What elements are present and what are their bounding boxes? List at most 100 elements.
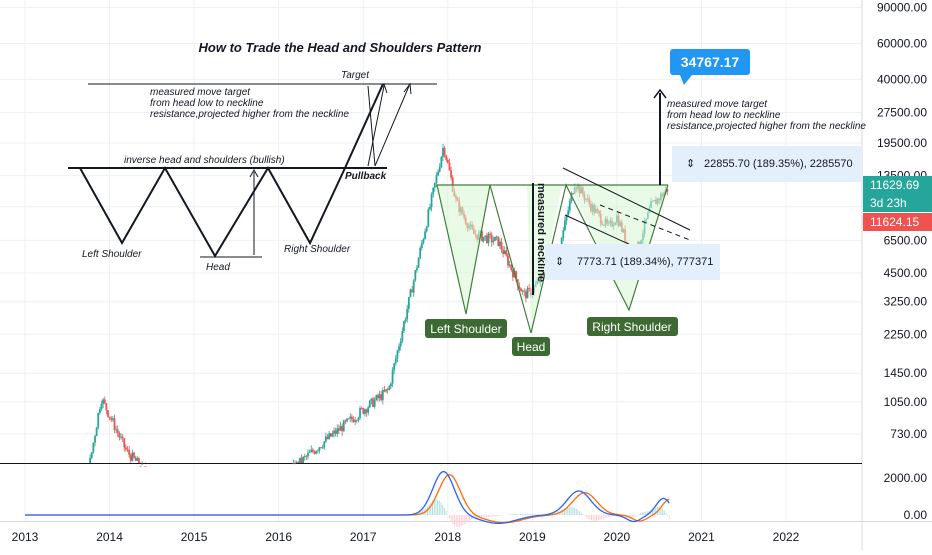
candle-body [528,288,531,289]
y-tick-label: 90000.00 [877,1,927,15]
candle-body [100,403,103,410]
candle-body [666,189,669,192]
candle-body [316,450,319,452]
candle-body [311,449,314,452]
left-shoulder-label: Left Shoulder [430,322,501,336]
candle-body [320,447,322,449]
candle-body [103,399,106,404]
candle-body [424,231,426,239]
candle-body [407,297,410,309]
y-tick-label: 3250.00 [884,295,928,309]
candle-body [310,449,313,453]
candle-body [126,449,129,451]
candle-body [307,452,309,457]
candle-body [328,433,331,439]
candle-body [107,410,109,417]
x-tick-label: 2016 [265,530,292,544]
target-note-line-3: resistance,projected higher from the nec… [667,121,866,132]
candle-body [102,399,105,404]
pattern-lines [436,183,669,334]
measure-lower-box [545,244,720,280]
candle-body [388,386,391,390]
x-tick-label: 2021 [688,530,715,544]
candle-body [303,456,306,457]
candle-body [134,457,137,461]
candle-body [510,264,513,271]
candle-body [498,241,501,246]
candle-body [333,430,335,434]
candle-body [497,236,500,246]
head-badge [512,337,550,356]
candle-body [403,321,405,331]
candle-body [337,428,340,431]
channel-top-line [562,167,691,231]
chart-title: How to Trade the Head and Shoulders Patt… [199,40,482,55]
candle-body [435,175,438,183]
candle-body [341,426,344,432]
candle-body [108,416,111,418]
candle-body [492,240,495,243]
x-tick-label: 2022 [773,530,800,544]
x-tick-label: 2018 [434,530,461,544]
right-shoulder-badge [587,317,678,336]
candle-body [346,418,348,422]
diagram-note-line-2: from head low to neckline [150,98,264,109]
candle-body [542,273,545,276]
candle-body [560,237,563,249]
measure-upper-icon: ⇕ [686,158,695,170]
target-arrow-head [653,88,667,99]
candle-body [381,390,384,401]
target-note: measured move target from head low to ne… [667,99,866,132]
candle-body [326,436,329,439]
x-tick-label: 2020 [604,530,631,544]
candle-body [440,156,443,167]
measure-upper-box [672,146,862,182]
candle-body [427,209,430,227]
candle-body [380,394,383,401]
candle-body [414,270,417,281]
pattern-fill [437,185,668,333]
candle-body [420,242,423,249]
candle-body [450,170,452,178]
candle-body [94,436,96,443]
y-tick-label: 6500.00 [884,233,928,247]
candle-body [433,182,436,188]
candle-body [318,447,321,451]
diagram-note-line-1: measured move target [150,87,251,98]
candle-body [404,319,407,322]
candle-body [305,456,308,457]
candle-body [378,394,381,399]
candle-body [89,458,92,463]
candle-body [336,428,339,434]
candle-body [503,250,506,255]
candle-body [141,463,144,465]
candle-body [129,454,132,461]
last-price-text: 11629.69 [870,178,919,192]
candle-body [351,416,353,420]
candle-body [438,166,441,172]
candle-body [298,457,301,463]
diagram-neckline-label: inverse head and shoulders (bullish) [124,155,285,166]
candle-body [365,409,368,413]
target-note-line-1: measured move target [667,99,768,110]
candle-body [352,419,355,423]
candle-body [339,426,342,431]
y-tick-label: 40000.00 [877,72,927,86]
x-tick-label: 2019 [519,530,546,544]
countdown-tag [863,194,932,212]
candle-body [98,409,101,413]
diagram-note-line-3: resistance,projected higher from the nec… [150,109,349,120]
y-tick-label: 27500.00 [877,106,927,120]
candle-body [422,238,425,243]
candle-body [110,417,113,420]
candle-body [118,433,121,438]
candle-body [411,289,413,293]
time-axis[interactable]: 2013 2014 2015 2016 2017 2018 2019 2020 2021 2022 [12,530,800,544]
left-shoulder-badge [425,319,507,338]
candle-body [567,210,570,216]
candle-body [364,409,366,414]
candle-body [570,193,573,201]
candle-body [568,200,571,211]
candle-body [526,288,529,299]
diagram-target-label: Target [341,70,370,81]
